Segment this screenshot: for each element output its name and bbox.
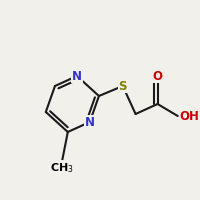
Text: OH: OH [180, 110, 199, 122]
Text: O: O [153, 70, 163, 82]
Text: S: S [119, 80, 127, 92]
Text: N: N [85, 116, 95, 129]
Text: CH$_3$: CH$_3$ [50, 161, 74, 175]
Text: N: N [72, 70, 82, 82]
